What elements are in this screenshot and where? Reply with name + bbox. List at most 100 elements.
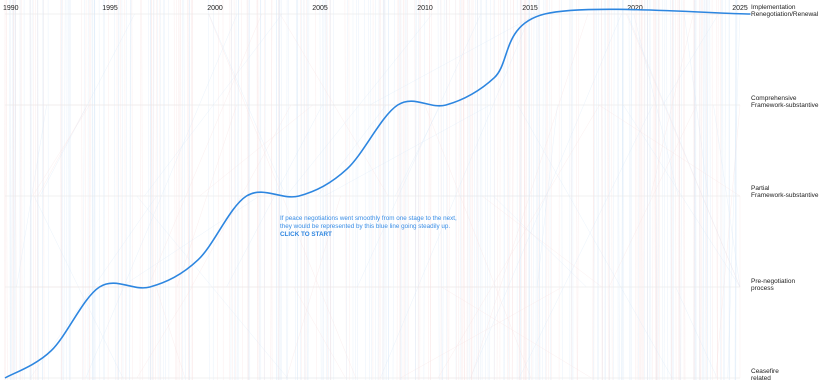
background-trace (596, 0, 598, 380)
background-trace (63, 0, 66, 380)
background-trace (549, 0, 551, 380)
stage-label-line: Ceasefire (751, 368, 779, 375)
stage-label-line: Pre-negotiation (751, 278, 795, 285)
background-trace (125, 0, 127, 380)
background-trace (462, 0, 465, 380)
background-trace (576, 0, 578, 380)
background-trace (704, 0, 707, 380)
background-trace (458, 0, 460, 380)
background-trace (517, 104, 673, 379)
background-trace (700, 0, 703, 380)
background-trace (233, 0, 236, 380)
background-trace (230, 0, 233, 380)
background-trace (264, 0, 266, 380)
background-trace (700, 0, 702, 380)
background-trace (234, 0, 237, 380)
background-trace (317, 104, 387, 197)
background-trace (107, 0, 109, 380)
background-trace (348, 0, 350, 380)
background-trace (489, 0, 491, 380)
background-trace (102, 0, 105, 380)
background-trace (139, 0, 141, 380)
background-trace (326, 0, 329, 380)
background-trace (37, 0, 39, 380)
background-trace (21, 0, 23, 380)
background-trace (662, 13, 719, 106)
background-trace (180, 0, 183, 380)
background-trace (628, 0, 631, 380)
background-trace (683, 0, 686, 380)
background-trace (11, 0, 13, 380)
background-trace (173, 0, 176, 380)
background-trace (344, 0, 347, 380)
background-trace (98, 0, 101, 380)
background-trace (37, 104, 88, 197)
background-trace (466, 0, 468, 380)
background-trace (429, 0, 431, 380)
background-trace (324, 104, 491, 197)
background-trace (649, 0, 651, 380)
background-trace (307, 0, 310, 380)
background-trace (441, 286, 592, 379)
background-trace (469, 0, 472, 380)
background-trace (649, 0, 652, 380)
background-trace (36, 0, 38, 380)
background-trace (237, 0, 239, 380)
background-trace (191, 0, 193, 380)
background-trace (81, 0, 83, 380)
background-trace (486, 0, 489, 380)
background-trace (677, 0, 679, 380)
background-trace (346, 0, 348, 380)
click-to-start-button[interactable]: CLICK TO START (280, 231, 332, 238)
background-trace (295, 0, 297, 380)
background-trace (333, 0, 335, 380)
ideal-progress-line (4, 8, 751, 379)
background-trace (611, 0, 613, 380)
background-trace (455, 0, 457, 380)
background-trace (532, 0, 535, 380)
background-trace (644, 0, 646, 380)
background-trace (120, 0, 123, 380)
background-trace (723, 0, 726, 380)
background-trace (153, 0, 155, 380)
background-trace (617, 0, 620, 380)
background-trace (550, 0, 553, 380)
background-trace (256, 0, 258, 380)
background-trace (715, 104, 741, 379)
background-trace (147, 13, 262, 288)
background-trace (129, 0, 132, 380)
background-trace (155, 286, 186, 379)
background-trace (368, 0, 370, 380)
background-trace (607, 0, 610, 380)
background-trace (526, 0, 528, 380)
background-trace (423, 0, 425, 380)
background-trace (680, 0, 683, 380)
background-trace (535, 0, 537, 380)
background-trace (542, 0, 544, 380)
background-trace (717, 0, 719, 380)
background-trace (424, 104, 532, 379)
background-trace (325, 0, 327, 380)
background-trace (493, 0, 496, 380)
background-trace (523, 0, 526, 380)
background-trace (683, 0, 685, 380)
background-trace (199, 104, 313, 197)
background-trace (448, 0, 450, 380)
background-trace (329, 0, 331, 380)
background-trace (136, 286, 193, 379)
year-tick-label: 2010 (417, 5, 433, 12)
background-trace (528, 0, 530, 380)
annotation-line-1: If peace negotiations went smoothly from… (280, 215, 457, 222)
background-trace (653, 0, 656, 380)
background-trace (716, 0, 718, 380)
background-trace (520, 0, 522, 380)
background-trace (84, 0, 87, 380)
background-trace (675, 286, 718, 379)
stage-label-line: Partial (751, 185, 770, 192)
background-trace (706, 0, 709, 380)
background-trace (503, 0, 505, 380)
background-trace (286, 0, 288, 380)
